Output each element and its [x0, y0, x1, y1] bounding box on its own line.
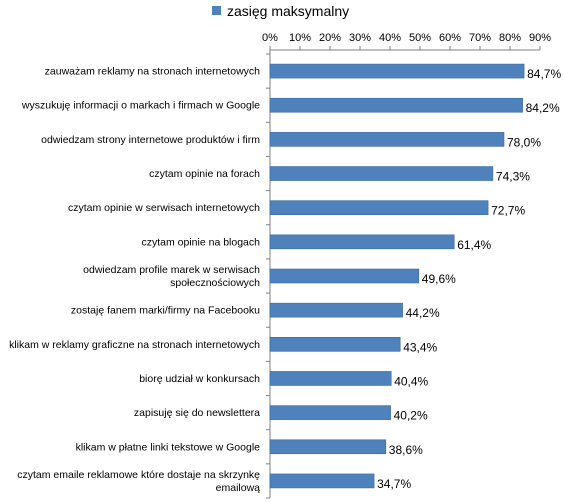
- x-axis-ticks: 0% 10% 20% 30% 40% 50% 60% 70% 80% 90%: [262, 32, 551, 44]
- category-label: czytam opinie w serwisach internetowych: [68, 202, 260, 214]
- category-label-line: czytam opinie na blogach: [142, 236, 261, 248]
- legend-label: zasięg maksymalny: [227, 3, 349, 19]
- legend-swatch: [212, 6, 221, 15]
- value-labels: 84,7% 84,2% 78,0% 74,3% 72,7% 61,4% 49,6% 44,2%…: [377, 67, 561, 491]
- category-label: zauważam reklamy na stronach internetowy…: [45, 66, 261, 78]
- value-label: 78,0%: [507, 135, 541, 149]
- category-label: odwiedzam profile marek w serwisach społe…: [83, 264, 260, 289]
- value-label: 84,2%: [526, 101, 560, 115]
- category-label-line: czytam emaile reklamowe które dostaje na…: [17, 469, 260, 481]
- category-label-line: odwiedzam strony internetowe produktów i…: [41, 134, 260, 146]
- category-label-line: czytam opinie na forach: [149, 168, 260, 180]
- bars: [269, 63, 525, 489]
- category-label: wyszukuję informacji o markach i firmach…: [21, 100, 260, 112]
- category-label: czytam opinie na forach: [149, 168, 260, 180]
- category-label-line: zostaję fanem marki/firmy na Facebooku: [71, 305, 260, 317]
- category-label: klikam w reklamy graficzne na stronach i…: [9, 339, 260, 351]
- bar: [269, 405, 391, 420]
- x-tick-label: 80%: [499, 32, 521, 44]
- category-label: zostaję fanem marki/firmy na Facebooku: [71, 305, 260, 317]
- axis-lines: [266, 46, 541, 499]
- category-label-line: klikam w płatne linki tekstowe w Google: [76, 441, 261, 453]
- bar: [269, 63, 525, 79]
- value-label: 61,4%: [457, 238, 491, 252]
- value-label: 34,7%: [377, 477, 411, 491]
- category-label: biorę udział w konkursach: [139, 373, 260, 385]
- category-label-line: zauważam reklamy na stronach internetowy…: [45, 66, 261, 78]
- value-label: 49,6%: [422, 272, 456, 286]
- value-label: 43,4%: [403, 340, 437, 354]
- bar: [269, 166, 494, 181]
- category-label: klikam w płatne linki tekstowe w Google: [76, 441, 261, 453]
- category-label: czytam emaile reklamowe które dostaje na…: [17, 469, 260, 494]
- x-tick-label: 0%: [262, 32, 278, 44]
- value-label: 74,3%: [496, 170, 530, 184]
- bar: [269, 234, 455, 250]
- category-label-line: zapisuję się do newslettera: [134, 407, 260, 419]
- x-tick-label: 60%: [439, 32, 461, 44]
- value-label: 38,6%: [389, 443, 423, 457]
- value-label: 72,7%: [491, 204, 525, 218]
- category-label: zapisuję się do newslettera: [134, 407, 260, 419]
- category-label-line: klikam w reklamy graficzne na stronach i…: [9, 339, 260, 351]
- category-label-line: odwiedzam profile marek w serwisach: [83, 264, 260, 276]
- bar: [269, 337, 401, 352]
- category-label: czytam opinie na blogach: [142, 236, 261, 248]
- value-label: 84,7%: [527, 67, 561, 81]
- category-label: odwiedzam strony internetowe produktów i…: [41, 134, 260, 146]
- bar: [269, 302, 403, 318]
- value-label: 40,4%: [394, 374, 428, 388]
- bar: [269, 200, 489, 215]
- category-label-line: czytam opinie w serwisach internetowych: [68, 202, 260, 214]
- bar: [269, 439, 387, 455]
- bar: [269, 371, 392, 386]
- category-labels: zauważam reklamy na stronach internetowy…: [9, 66, 260, 494]
- bar: [269, 97, 523, 113]
- legend: zasięg maksymalny: [212, 3, 349, 19]
- x-tick-label: 70%: [469, 32, 491, 44]
- x-tick-label: 10%: [289, 32, 311, 44]
- category-label-line: emailową: [216, 482, 261, 494]
- category-label-line: biorę udział w konkursach: [139, 373, 260, 385]
- x-tick-label: 50%: [409, 32, 431, 44]
- bar: [269, 268, 420, 284]
- value-label: 44,2%: [406, 306, 440, 320]
- x-tick-label: 40%: [379, 32, 401, 44]
- x-tick-label: 20%: [319, 32, 341, 44]
- x-tick-label: 30%: [349, 32, 371, 44]
- value-label: 40,2%: [394, 409, 428, 423]
- x-tick-label: 90%: [529, 32, 551, 44]
- bar: [269, 473, 375, 489]
- category-label-line: wyszukuję informacji o markach i firmach…: [21, 100, 260, 112]
- bar: [269, 132, 505, 147]
- category-label-line: społecznościowych: [170, 277, 260, 289]
